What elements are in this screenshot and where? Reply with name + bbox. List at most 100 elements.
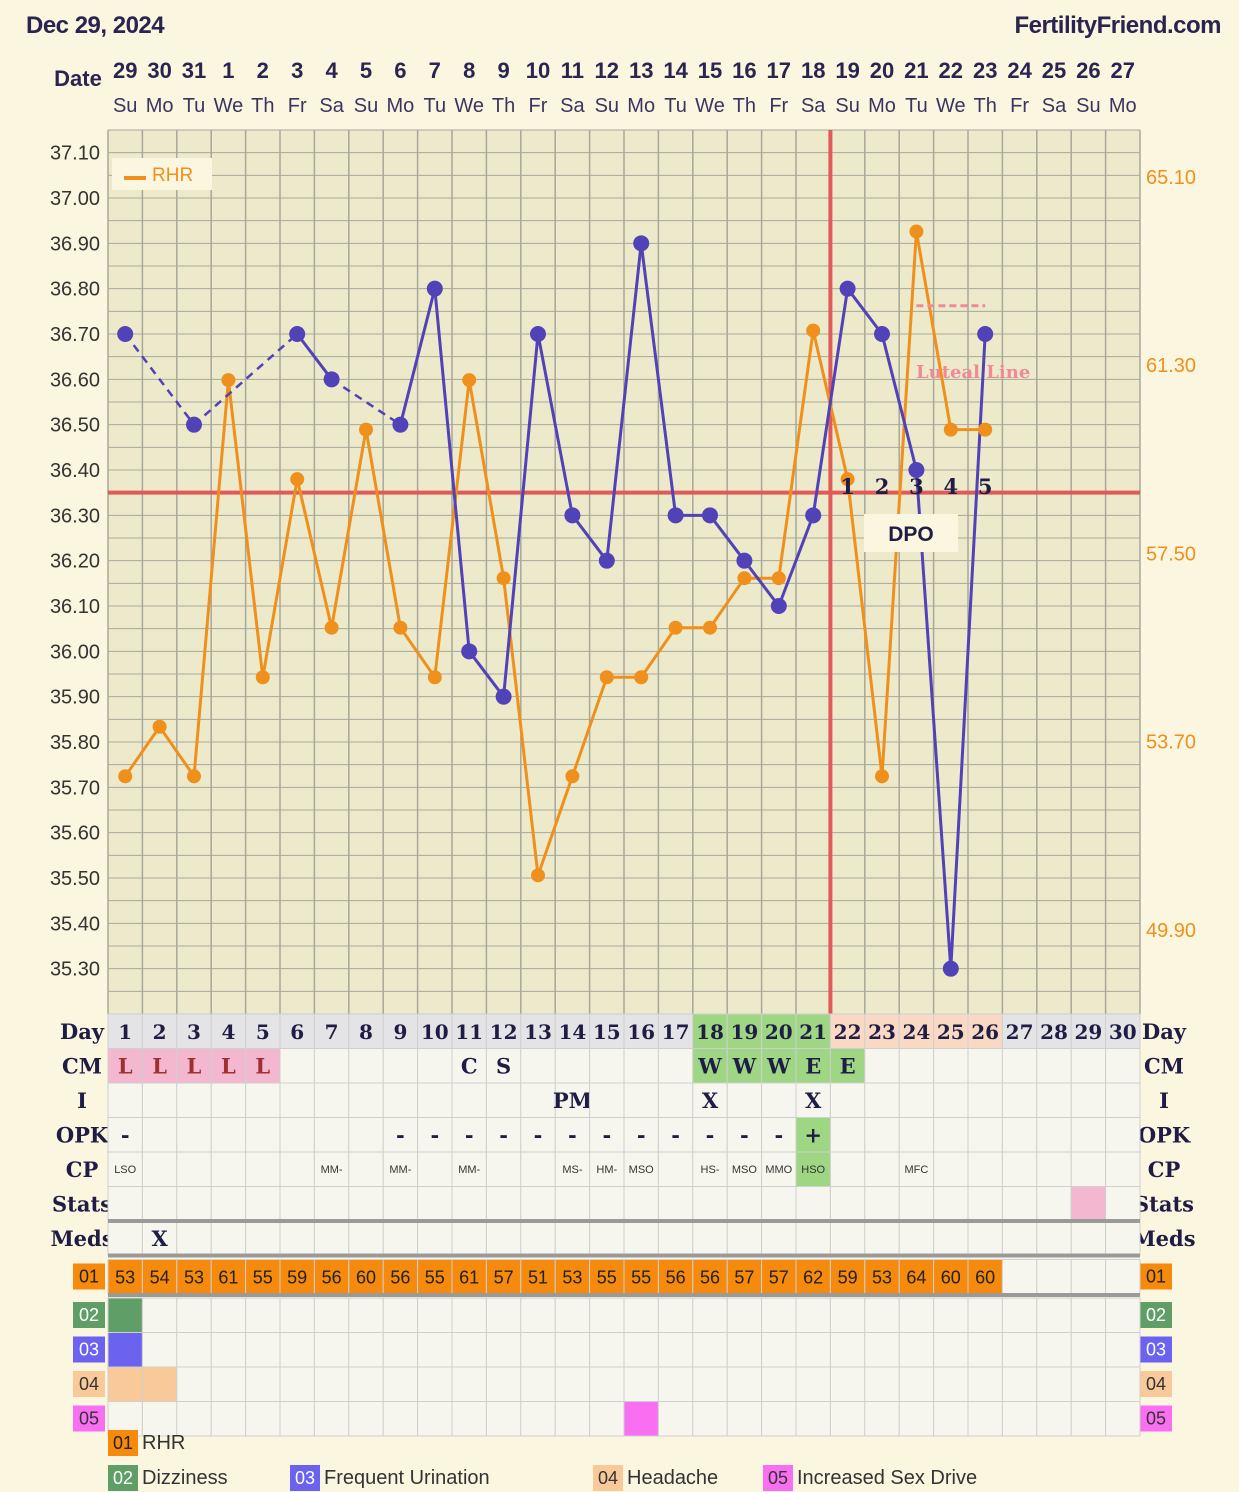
rhr-point xyxy=(668,620,683,635)
rhr-cell-value: 56 xyxy=(390,1268,410,1288)
temp-line-segment xyxy=(502,333,540,697)
weekday-label: Sa xyxy=(319,95,344,117)
temp-line-segment xyxy=(846,287,884,335)
symptom-cell xyxy=(141,1401,178,1437)
y-tick-right: 57.50 xyxy=(1146,543,1196,565)
rhr-point xyxy=(359,422,373,437)
rhr-line-segment xyxy=(639,626,677,679)
rhr-point xyxy=(462,373,477,388)
weekday-label: Th xyxy=(492,95,515,117)
table-cell xyxy=(1036,1117,1072,1153)
table-cell xyxy=(279,1186,315,1222)
symptom-cell xyxy=(313,1401,350,1437)
symptom-cell xyxy=(795,1332,831,1368)
table-cell xyxy=(623,1117,659,1153)
table-cell xyxy=(348,1048,384,1084)
symptom-cell xyxy=(829,1366,866,1402)
weekday-label: Fr xyxy=(529,95,548,117)
date-label: 22 xyxy=(939,58,963,83)
table-cell-text: L xyxy=(152,1054,167,1079)
symptom-cell xyxy=(245,1366,281,1402)
rhr-line-segment xyxy=(226,379,265,678)
table-cell xyxy=(141,1151,178,1187)
table-cell xyxy=(348,1186,384,1222)
table-cell xyxy=(485,1151,522,1187)
rhr-cell-value: 55 xyxy=(253,1268,273,1288)
symptom-cell xyxy=(554,1332,591,1368)
legend-label: Dizziness xyxy=(142,1467,228,1489)
y-tick-left: 35.30 xyxy=(50,959,100,981)
rhr-point xyxy=(909,224,924,239)
rhr-point xyxy=(324,620,339,635)
table-cell xyxy=(348,1082,384,1118)
table-cell xyxy=(864,1013,900,1049)
rhr-point xyxy=(427,670,442,685)
row-label-right: CM xyxy=(1144,1054,1184,1079)
symptom-cell xyxy=(245,1297,281,1333)
code-badge-text: 04 xyxy=(79,1374,99,1394)
table-cell xyxy=(176,1151,212,1187)
row-label-left: Meds xyxy=(50,1226,113,1251)
table-cell xyxy=(589,1048,625,1084)
table-cell xyxy=(898,1220,935,1256)
table-cell xyxy=(279,1151,315,1187)
table-cell xyxy=(382,1151,419,1187)
table-cell-text: 28 xyxy=(1040,1020,1068,1044)
temp-line-segment xyxy=(296,333,333,381)
date-label: 24 xyxy=(1007,58,1032,83)
date-row-label: Date xyxy=(54,66,102,91)
table-cell xyxy=(382,1220,419,1256)
table-cell xyxy=(692,1013,728,1049)
table-cell-text: HSO xyxy=(801,1164,825,1176)
symptom-cell xyxy=(417,1297,453,1333)
table-cell xyxy=(761,1013,797,1049)
dpo-number: 3 xyxy=(909,474,924,499)
rhr-cell-value: 59 xyxy=(287,1268,307,1288)
table-cell xyxy=(417,1220,453,1256)
temp-line-segment xyxy=(708,514,746,562)
table-cell xyxy=(245,1186,281,1222)
temp-point xyxy=(461,643,478,660)
table-cell xyxy=(829,1151,866,1187)
rhr-cell-value: 57 xyxy=(734,1268,754,1288)
weekday-label: We xyxy=(454,95,484,117)
dpo-number: 4 xyxy=(943,474,958,499)
table-cell xyxy=(313,1151,350,1187)
legend-item: 02 Dizziness xyxy=(108,1465,228,1491)
table-cell-text: 27 xyxy=(1006,1020,1034,1044)
table-cell xyxy=(451,1186,487,1222)
symptom-cell xyxy=(417,1401,453,1437)
table-cell xyxy=(451,1220,487,1256)
rhr-cell xyxy=(1105,1259,1141,1295)
rhr-line-segment xyxy=(192,379,230,777)
date-label: 9 xyxy=(497,58,509,83)
rhr-cell xyxy=(657,1259,694,1295)
table-cell-text: 20 xyxy=(765,1020,793,1044)
table-cell-text: L xyxy=(221,1054,236,1079)
table-cell xyxy=(313,1048,350,1084)
weekday-label: Su xyxy=(113,95,137,117)
rhr-line-segment xyxy=(914,231,953,430)
rhr-point xyxy=(255,670,270,685)
table-cell xyxy=(1001,1151,1038,1187)
date-label: 3 xyxy=(291,58,303,83)
table-cell xyxy=(107,1048,143,1084)
y-tick-left: 37.10 xyxy=(50,143,100,165)
rhr-cell-value: 55 xyxy=(631,1268,651,1288)
table-cell xyxy=(864,1048,900,1084)
row-label-right: Stats xyxy=(1134,1192,1194,1217)
table-cell xyxy=(1001,1186,1038,1222)
table-cell xyxy=(1105,1220,1141,1256)
rhr-line-segment xyxy=(330,429,368,628)
code-badge-text: 03 xyxy=(79,1340,99,1360)
table-cell xyxy=(898,1117,935,1153)
table-cell xyxy=(864,1117,900,1153)
table-cell xyxy=(141,1082,178,1118)
rhr-cell xyxy=(589,1259,625,1295)
rhr-point xyxy=(806,323,821,338)
code-badge xyxy=(1140,1405,1172,1432)
code-badge-text: 05 xyxy=(79,1409,99,1429)
symptom-cell xyxy=(829,1401,866,1437)
table-cell xyxy=(382,1082,419,1118)
table-cell xyxy=(141,1117,178,1153)
